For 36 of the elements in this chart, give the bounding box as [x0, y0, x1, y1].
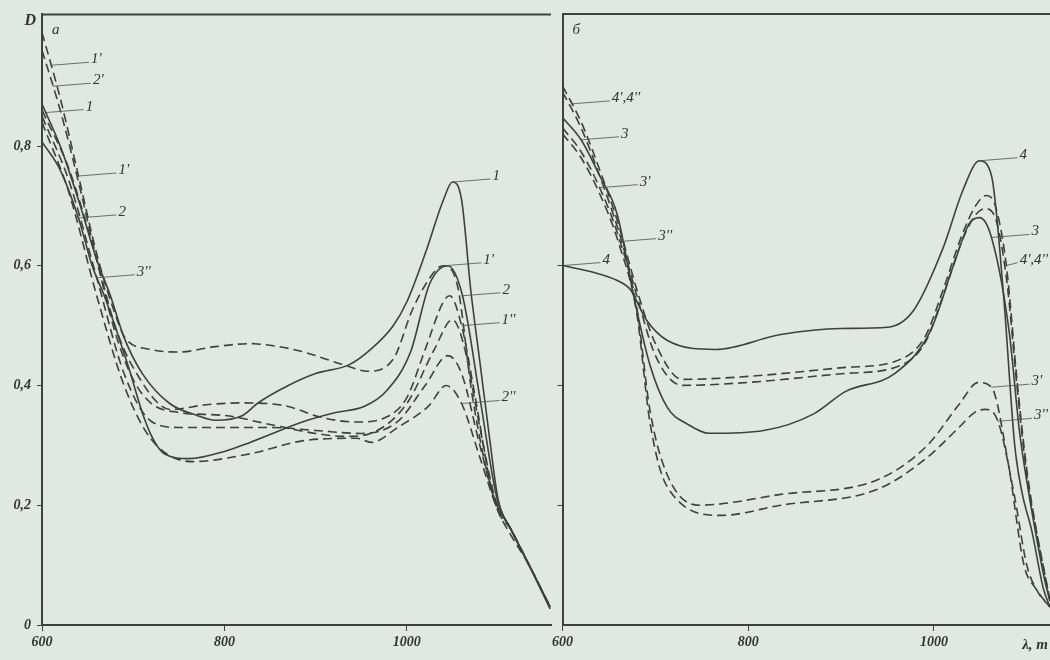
annotation: 2: [502, 280, 511, 297]
x-tick-label: 1000: [919, 634, 948, 650]
annotation: 3: [1030, 222, 1039, 239]
annotation: 2'': [501, 388, 517, 405]
chart-title: а: [52, 21, 60, 38]
annotation: 3'': [1033, 406, 1049, 423]
annotation: 3: [620, 124, 629, 141]
x-tick-label: 600: [31, 634, 53, 650]
annotation: 1'': [501, 310, 517, 327]
annotation: 4: [602, 250, 611, 267]
y-tick-label: 0,6: [13, 257, 31, 273]
annotation: 2: [118, 202, 127, 219]
annotation: 3'': [135, 262, 152, 279]
annotation: 4',4'': [1019, 250, 1049, 267]
annotation: 1': [91, 50, 103, 67]
annotation: 1: [85, 97, 94, 114]
annotation: 4',4'': [611, 88, 641, 105]
chart-title: б: [572, 20, 581, 37]
annotation: 2': [92, 71, 105, 88]
annotation: 1: [492, 166, 500, 183]
y-tick-label: 0,4: [13, 377, 31, 393]
y-tick-label: 0,8: [13, 137, 31, 153]
y-axis-title: D: [23, 10, 37, 28]
x-tick-label: 800: [737, 634, 759, 650]
annotation: 3'': [657, 226, 673, 243]
annotation: 1': [483, 250, 495, 267]
x-tick-label: 800: [213, 634, 235, 650]
y-tick-label: 0,2: [13, 496, 31, 512]
annotation: 3': [1030, 372, 1043, 389]
annotation: 1': [118, 160, 130, 177]
x-tick-label: 1000: [392, 634, 421, 650]
x-tick-label: 600: [552, 634, 573, 650]
y-tick-label: 0: [24, 616, 31, 632]
annotation: 3': [638, 172, 652, 189]
annotation: 4: [1019, 145, 1028, 162]
x-axis-title: λ, m: [1021, 635, 1048, 652]
